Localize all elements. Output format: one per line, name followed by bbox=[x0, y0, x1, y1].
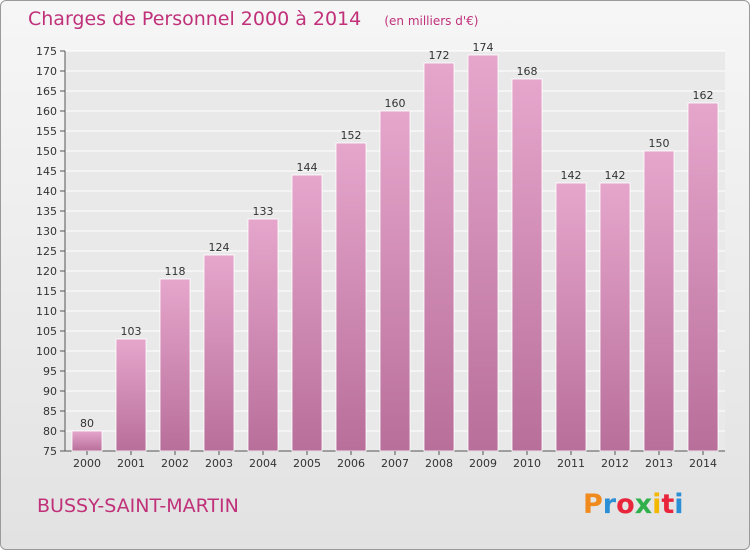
y-tick-label: 175 bbox=[36, 45, 57, 58]
y-tick-label: 80 bbox=[43, 425, 57, 438]
bar-value-label: 144 bbox=[297, 161, 318, 174]
x-tick-label: 2001 bbox=[117, 457, 145, 470]
logo-letter: o bbox=[616, 489, 635, 520]
y-tick-label: 90 bbox=[43, 385, 57, 398]
x-tick-label: 2013 bbox=[645, 457, 673, 470]
bar bbox=[159, 278, 191, 452]
bar-value-label: 142 bbox=[605, 169, 626, 182]
bar bbox=[511, 78, 543, 452]
x-tick-label: 2002 bbox=[161, 457, 189, 470]
bar bbox=[115, 338, 147, 452]
x-tick-label: 2000 bbox=[73, 457, 101, 470]
y-tick-label: 170 bbox=[36, 65, 57, 78]
x-tick-label: 2010 bbox=[513, 457, 541, 470]
y-tick-label: 100 bbox=[36, 345, 57, 358]
x-tick-label: 2012 bbox=[601, 457, 629, 470]
y-tick-label: 130 bbox=[36, 225, 57, 238]
x-tick-label: 2004 bbox=[249, 457, 277, 470]
y-tick-label: 85 bbox=[43, 405, 57, 418]
bar-value-label: 174 bbox=[473, 41, 494, 54]
y-tick-label: 165 bbox=[36, 85, 57, 98]
bar bbox=[335, 142, 367, 452]
y-tick-label: 120 bbox=[36, 265, 57, 278]
logo-letter: t bbox=[661, 489, 675, 520]
bar-value-label: 103 bbox=[121, 325, 142, 338]
bar-value-label: 172 bbox=[429, 49, 450, 62]
proxiti-logo: Proxiti bbox=[583, 489, 684, 520]
bar bbox=[247, 218, 279, 452]
y-tick-label: 145 bbox=[36, 165, 57, 178]
bar-value-label: 162 bbox=[693, 89, 714, 102]
y-tick-label: 95 bbox=[43, 365, 57, 378]
x-tick-label: 2011 bbox=[557, 457, 585, 470]
bar bbox=[599, 182, 631, 452]
y-tick-label: 75 bbox=[43, 445, 57, 458]
bar bbox=[71, 430, 103, 452]
city-name: BUSSY-SAINT-MARTIN bbox=[37, 495, 239, 517]
bar bbox=[379, 110, 411, 452]
chart-title: Charges de Personnel 2000 à 2014 bbox=[28, 8, 362, 30]
logo-letter: r bbox=[602, 489, 617, 520]
bar-value-label: 150 bbox=[649, 137, 670, 150]
chart-header: Charges de Personnel 2000 à 2014 (en mil… bbox=[28, 8, 478, 30]
bar-value-label: 142 bbox=[561, 169, 582, 182]
bar-value-label: 133 bbox=[253, 205, 274, 218]
bar bbox=[467, 54, 499, 452]
x-tick-label: 2009 bbox=[469, 457, 497, 470]
bar bbox=[687, 102, 719, 452]
y-tick-label: 135 bbox=[36, 205, 57, 218]
bar bbox=[555, 182, 587, 452]
y-tick-label: 115 bbox=[36, 285, 57, 298]
bar bbox=[291, 174, 323, 452]
bar-value-label: 118 bbox=[165, 265, 186, 278]
y-tick-label: 155 bbox=[36, 125, 57, 138]
logo-letter: i bbox=[674, 489, 684, 520]
logo-letter: x bbox=[634, 489, 653, 520]
logo-letter: i bbox=[652, 489, 662, 520]
x-tick-label: 2014 bbox=[689, 457, 717, 470]
y-tick-label: 110 bbox=[36, 305, 57, 318]
y-tick-label: 105 bbox=[36, 325, 57, 338]
bar-value-label: 80 bbox=[80, 417, 94, 430]
bar-value-label: 168 bbox=[517, 65, 538, 78]
y-tick-label: 140 bbox=[36, 185, 57, 198]
bar bbox=[423, 62, 455, 452]
x-tick-label: 2007 bbox=[381, 457, 409, 470]
bar bbox=[203, 254, 235, 452]
x-tick-label: 2003 bbox=[205, 457, 233, 470]
x-tick-label: 2008 bbox=[425, 457, 453, 470]
y-tick-label: 125 bbox=[36, 245, 57, 258]
x-tick-label: 2006 bbox=[337, 457, 365, 470]
x-tick-label: 2005 bbox=[293, 457, 321, 470]
bar-value-label: 124 bbox=[209, 241, 230, 254]
bar-value-label: 160 bbox=[385, 97, 406, 110]
y-tick-label: 150 bbox=[36, 145, 57, 158]
chart-unit: (en milliers d'€) bbox=[384, 14, 479, 28]
logo-letter: P bbox=[583, 489, 603, 520]
bar-value-label: 152 bbox=[341, 129, 362, 142]
bar bbox=[643, 150, 675, 452]
y-tick-label: 160 bbox=[36, 105, 57, 118]
